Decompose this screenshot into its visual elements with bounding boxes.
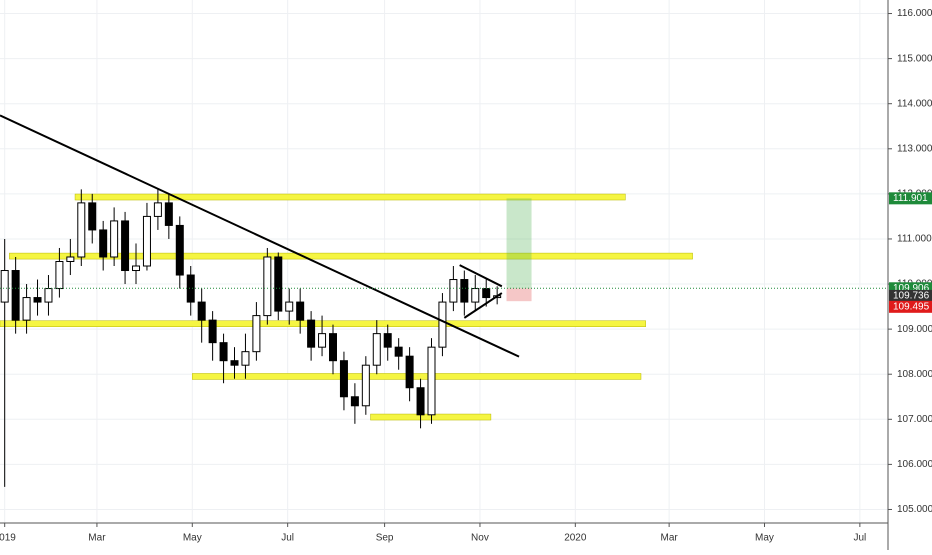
candle-body [350, 396, 359, 407]
candle-body [22, 297, 31, 321]
x-tick-label: May [183, 533, 202, 544]
candle-body [329, 333, 337, 362]
x-tick-label: 2020 [564, 533, 587, 544]
candle-body [361, 364, 370, 407]
candle-body [438, 301, 447, 348]
candle-body [219, 342, 228, 362]
candle-body [208, 319, 217, 344]
candle-body [11, 270, 20, 321]
y-tick-label: 111.000 [897, 234, 932, 245]
candle-body [252, 315, 261, 353]
y-tick-label: 116.000 [897, 8, 932, 19]
support-zone [0, 320, 646, 327]
y-tick-label: 114.000 [897, 98, 932, 109]
y-tick-label: 109.000 [897, 324, 932, 335]
support-zone [74, 193, 626, 201]
candle-body [0, 270, 9, 303]
candle-body [132, 265, 141, 272]
candle-body [110, 220, 119, 258]
candle-body [482, 288, 491, 299]
y-tick-label: 105.000 [897, 504, 932, 515]
x-tick-label: Sep [376, 533, 394, 544]
candle-body [394, 346, 403, 357]
x-tick-label: Jul [853, 533, 866, 544]
candle-body [197, 301, 206, 321]
y-tick-label: 107.000 [897, 414, 932, 425]
candle-body [405, 355, 414, 389]
price-tag-label: 109.906 [893, 283, 930, 294]
candle-body [66, 256, 75, 263]
candle-body [372, 333, 381, 366]
candle-body [77, 202, 86, 258]
y-tick-label: 115.000 [897, 53, 932, 64]
price-tag [889, 192, 932, 205]
candle-body [99, 229, 108, 258]
grid [0, 0, 888, 523]
candle-body [307, 319, 316, 348]
price-tag-label: 109.736 [893, 291, 930, 302]
y-tick-label: 113.000 [897, 143, 932, 154]
price-tag [889, 300, 932, 313]
candle-body [153, 202, 162, 217]
target-zone [506, 198, 532, 289]
stop-zone [506, 288, 532, 302]
candle-body [285, 301, 294, 312]
candle-body [383, 333, 392, 348]
candle-body [44, 288, 53, 303]
candle-body [230, 360, 239, 366]
x-tick-label: Mar [88, 533, 106, 544]
candle-body [142, 215, 151, 267]
support-zone [192, 373, 642, 380]
candle-body [55, 261, 64, 290]
price-tag-label: 109.495 [893, 301, 930, 312]
candle-body [33, 297, 42, 303]
trendline [459, 264, 503, 288]
axes: 105.000106.000107.000108.000109.000110.0… [0, 8, 932, 544]
candle-body [471, 288, 480, 303]
candle-body [296, 301, 305, 321]
candle-body [121, 220, 130, 272]
support-zone [9, 252, 693, 260]
candle-body [427, 346, 436, 416]
candle-body [263, 256, 272, 317]
candle-body [186, 274, 195, 303]
candle-body [241, 351, 250, 366]
candle-body [274, 256, 283, 312]
candle-body [449, 279, 458, 303]
plot-area [0, 114, 888, 487]
y-tick-label: 106.000 [897, 459, 932, 470]
candle-body [175, 224, 184, 276]
x-tick-label: Mar [661, 533, 679, 544]
candle-body [88, 202, 97, 231]
price-tag-label: 111.901 [893, 193, 928, 204]
candle-body [416, 387, 425, 416]
trendline [463, 292, 503, 319]
candle-body [164, 202, 173, 226]
price-tag [889, 289, 932, 302]
candle-body [460, 279, 469, 303]
x-tick-label: May [755, 533, 774, 544]
candle-body [318, 333, 327, 348]
candle-body [339, 360, 348, 398]
trendline [0, 114, 520, 358]
x-tick-label: 2019 [0, 533, 16, 544]
x-tick-label: Nov [471, 533, 489, 544]
y-tick-label: 108.000 [897, 369, 932, 380]
x-tick-label: Jul [281, 533, 294, 544]
